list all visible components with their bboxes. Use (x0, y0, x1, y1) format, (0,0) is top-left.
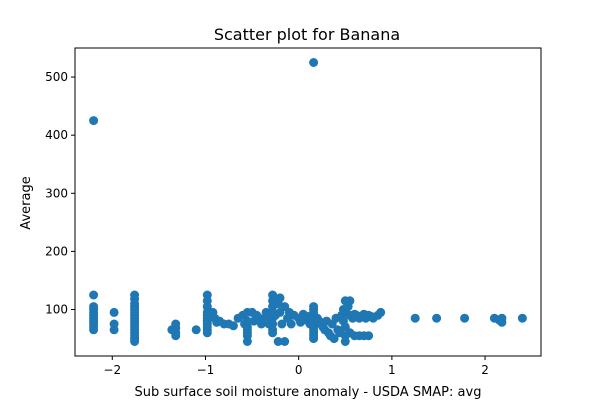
data-point (329, 334, 339, 344)
y-tick-label: 500 (45, 70, 68, 84)
data-point (364, 331, 374, 341)
data-point (497, 313, 507, 323)
data-point (89, 290, 99, 300)
data-point (277, 319, 287, 329)
points-layer (89, 58, 527, 346)
x-tick-label: 1 (388, 363, 396, 377)
data-point (273, 337, 283, 346)
data-point (109, 325, 119, 335)
data-point (268, 328, 278, 338)
y-tick-label: 100 (45, 303, 68, 317)
data-point (286, 319, 296, 329)
data-point (275, 293, 285, 303)
y-axis-ticks: 100 200 300 400 500 (45, 70, 75, 317)
data-point (309, 58, 319, 67)
data-point (280, 337, 290, 346)
data-point (130, 337, 140, 346)
data-point (517, 313, 527, 323)
data-point (89, 116, 99, 126)
data-point (340, 337, 350, 346)
x-tick-label: 0 (295, 363, 303, 377)
x-tick-label: −1 (197, 363, 215, 377)
y-axis-label: Average (19, 176, 34, 229)
data-point (228, 321, 238, 331)
y-tick-label: 300 (45, 186, 68, 200)
data-point (202, 328, 212, 338)
data-point (376, 307, 386, 317)
data-point (460, 313, 470, 323)
data-point (109, 307, 119, 317)
y-tick-label: 200 (45, 244, 68, 258)
chart-title: Scatter plot for Banana (214, 25, 400, 44)
data-point (432, 313, 442, 323)
data-point (191, 325, 201, 335)
x-axis-label: Sub surface soil moisture anomaly - USDA… (135, 385, 482, 400)
data-point (309, 334, 319, 344)
data-point (242, 337, 252, 346)
data-point (89, 325, 99, 335)
plot-area: −2 −1 0 1 2 100 200 300 400 500 (45, 47, 542, 377)
data-point (167, 325, 177, 335)
x-tick-label: −2 (103, 363, 121, 377)
data-point (345, 296, 355, 306)
x-tick-label: 2 (481, 363, 489, 377)
plot-frame (74, 47, 542, 357)
y-tick-label: 400 (45, 128, 68, 142)
x-axis-ticks: −2 −1 0 1 2 (103, 356, 489, 377)
data-point (410, 313, 420, 323)
